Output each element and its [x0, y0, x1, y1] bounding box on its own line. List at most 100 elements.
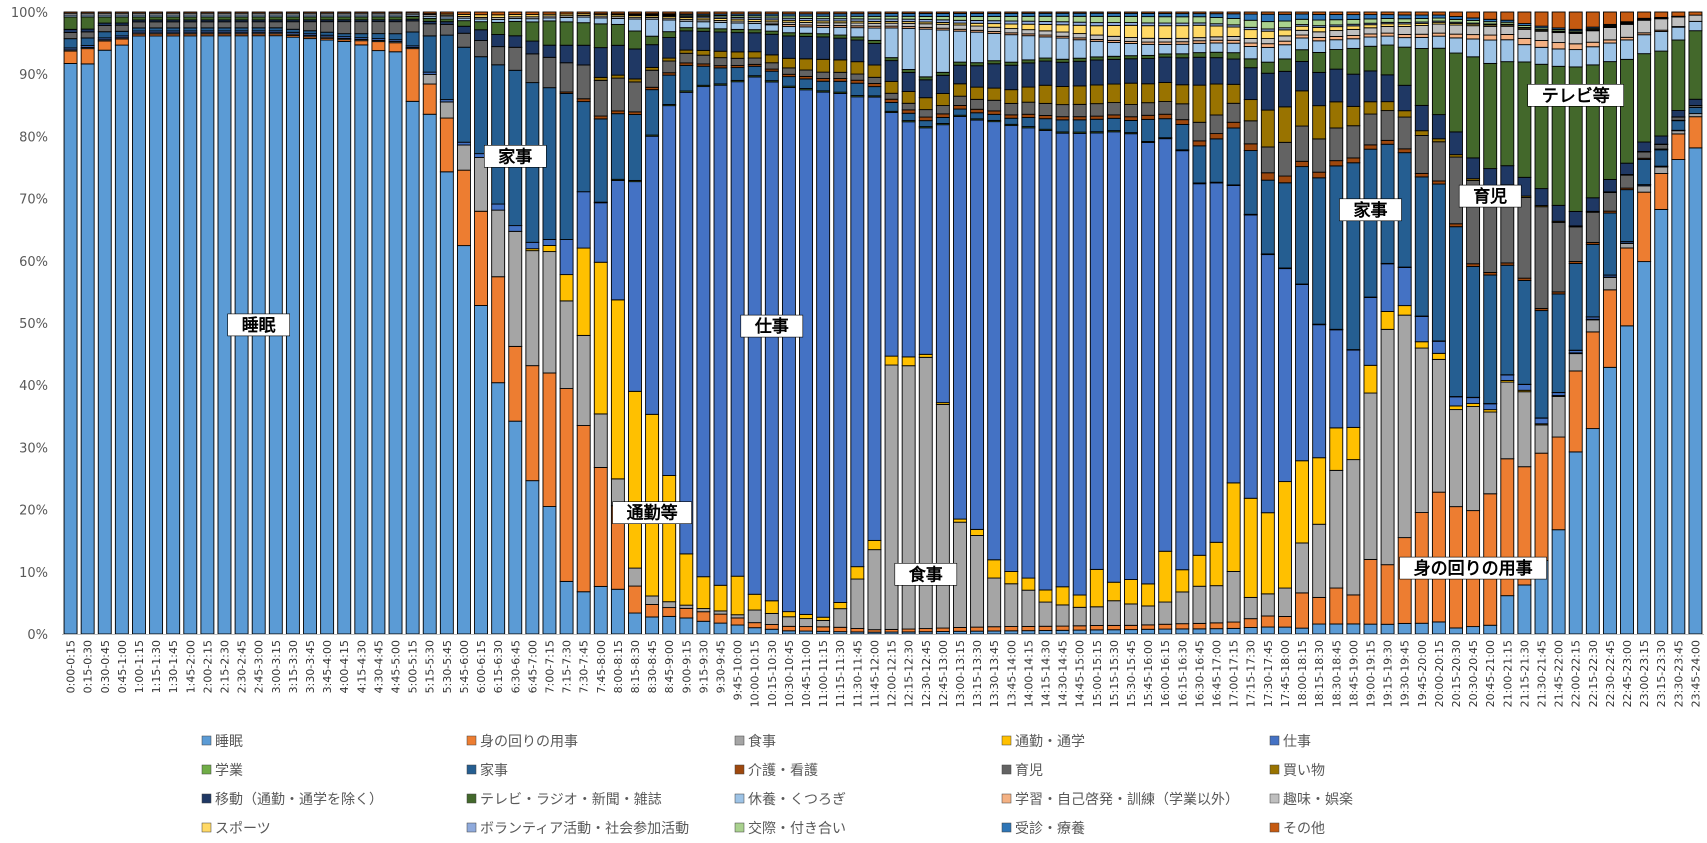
bar-segment: [1312, 177, 1327, 325]
legend-label: 学習・自己啓発・訓練（学業以外）: [1015, 792, 1239, 808]
bar-segment: [1004, 102, 1019, 116]
bar-segment: [1363, 623, 1378, 635]
x-tick-label: 5:15-5:30: [424, 640, 437, 693]
bar-segment: [1260, 172, 1275, 181]
bar-segment: [97, 31, 112, 39]
y-tick-label: 90%: [19, 68, 48, 83]
bar-segment: [1602, 192, 1617, 212]
bar-segment: [1414, 48, 1429, 106]
bar-segment: [1363, 364, 1378, 394]
bar-segment: [1089, 59, 1104, 86]
bar-segment: [662, 475, 677, 603]
annotation: 身の回りの用事: [1399, 556, 1547, 580]
bar-segment: [114, 38, 129, 46]
bar-segment: [935, 13, 950, 17]
bar-segment: [1466, 34, 1481, 40]
legend-label: テレビ・ラジオ・新聞・雑誌: [480, 792, 662, 808]
bar-segment: [645, 595, 660, 605]
bar-segment: [1312, 13, 1327, 21]
x-tick-label: 10:45-11:00: [800, 640, 813, 707]
bar-segment: [645, 135, 660, 415]
bar-segment: [559, 21, 574, 46]
bar-segment: [1243, 497, 1258, 598]
bar-segment: [1141, 118, 1156, 142]
bar-segment: [884, 101, 899, 112]
bar-segment: [457, 32, 471, 48]
bar-segment: [1346, 25, 1361, 30]
bar-segment: [1226, 13, 1241, 19]
bar-segment: [1397, 537, 1412, 624]
bar-segment: [1602, 27, 1617, 41]
bar-segment: [1534, 310, 1549, 419]
bar-segment: [1260, 38, 1275, 45]
bar-segment: [1551, 42, 1566, 50]
bar-segment: [1072, 625, 1087, 631]
legend-label: 育児: [1015, 763, 1043, 779]
bar-segment: [935, 29, 950, 73]
bar-segment: [1106, 117, 1121, 132]
bar-segment: [816, 26, 831, 35]
bar-segment: [1260, 179, 1275, 255]
x-tick-label: 10:30-10:45: [783, 640, 796, 707]
x-tick-label: 11:00-11:15: [817, 640, 830, 707]
bar-segment: [918, 79, 933, 99]
bar-segment: [1106, 600, 1121, 626]
bar-segment: [645, 89, 660, 136]
bar-segment: [1312, 171, 1327, 179]
bar-segment: [833, 92, 848, 603]
bar-segment: [1158, 53, 1173, 58]
bar-segment: [1243, 120, 1258, 145]
x-tick-label: 18:45-19:00: [1347, 640, 1360, 707]
bar-segment: [1295, 25, 1310, 31]
bar-segment: [1397, 84, 1412, 112]
annotation-label: 家事: [1353, 200, 1387, 221]
bar-segment: [97, 49, 112, 635]
bar-segment: [1038, 118, 1053, 130]
x-tick-label: 13:00-13:15: [954, 640, 967, 707]
bar-segment: [405, 20, 420, 33]
bar-segment: [1089, 115, 1104, 120]
bar-segment: [63, 28, 78, 33]
annotation-label: 育児: [1473, 186, 1507, 207]
bar-segment: [1192, 622, 1207, 630]
bar-segment: [867, 539, 882, 551]
bar-segment: [1329, 160, 1344, 167]
bar-segment: [628, 114, 642, 181]
bar-segment: [935, 627, 950, 632]
bar-segment: [918, 11, 933, 14]
bar-segment: [1004, 34, 1019, 63]
bar-segment: [850, 73, 865, 81]
bar-segment: [149, 16, 164, 21]
bar-segment: [816, 11, 831, 15]
bar-segment: [1124, 12, 1138, 17]
bar-segment: [1380, 18, 1395, 23]
bar-segment: [149, 21, 164, 29]
bar-segment: [1517, 37, 1532, 46]
x-tick-label: 20:00-20:15: [1433, 640, 1446, 707]
bar-segment: [850, 11, 865, 15]
bar-segment: [491, 382, 506, 635]
bar-segment: [970, 65, 985, 88]
bar-segment: [491, 64, 506, 205]
bar-segment: [1106, 131, 1121, 583]
bar-segment: [1004, 117, 1019, 125]
bar-segment: [1551, 32, 1566, 44]
bar-segment: [781, 25, 796, 34]
bar-segment: [1671, 120, 1686, 131]
bar-segment: [764, 54, 779, 64]
x-tick-label: 15:00-15:15: [1091, 640, 1104, 707]
bar-segment: [764, 24, 779, 32]
bar-segment: [1192, 52, 1207, 58]
bar-segment: [1346, 426, 1361, 461]
bar-segment: [1312, 11, 1327, 15]
bar-segment: [1141, 628, 1156, 635]
bar-segment: [1072, 33, 1087, 39]
legend-swatch: [466, 822, 477, 833]
bar-segment: [1055, 24, 1070, 33]
bar-segment: [1517, 280, 1532, 385]
bar-segment: [918, 628, 933, 633]
bar-segment: [1021, 630, 1036, 635]
x-tick-label: 15:30-15:45: [1125, 640, 1138, 707]
bar-segment: [1089, 34, 1104, 40]
bar-segment: [1260, 13, 1275, 23]
